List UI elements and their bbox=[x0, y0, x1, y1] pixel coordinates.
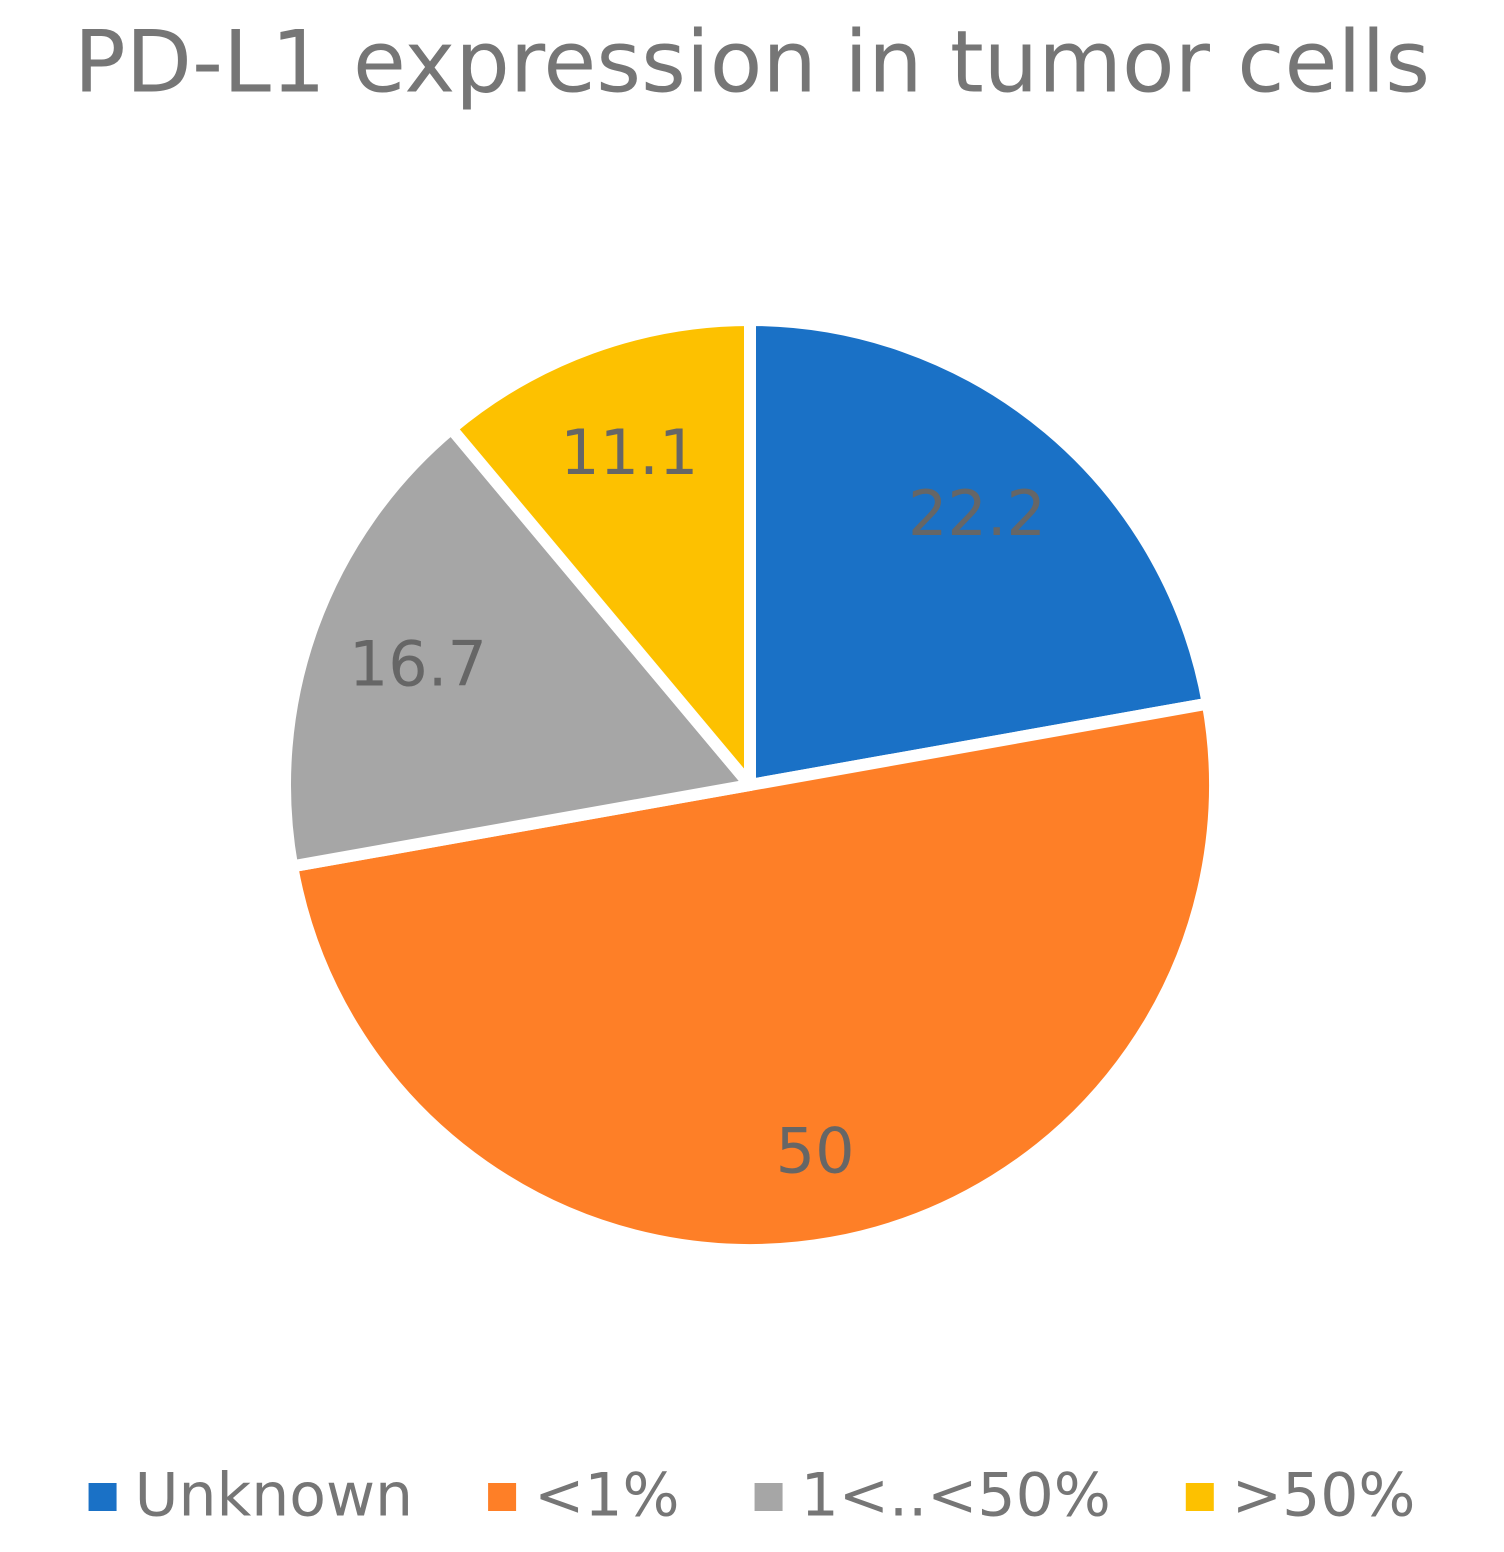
chart-title: PD-L1 expression in tumor cells bbox=[74, 12, 1430, 112]
legend-swatch bbox=[88, 1483, 117, 1511]
data-label: 11.1 bbox=[560, 416, 698, 489]
legend-swatch bbox=[1185, 1483, 1214, 1511]
pie-slice bbox=[292, 704, 1215, 1250]
pie-slice bbox=[279, 422, 756, 873]
data-label: 16.7 bbox=[349, 627, 487, 700]
legend-swatch bbox=[488, 1483, 517, 1511]
legend-label: >50% bbox=[1232, 1461, 1416, 1531]
legend-swatch bbox=[754, 1483, 783, 1511]
data-label: 22.2 bbox=[908, 477, 1046, 550]
legend-label: Unknown bbox=[135, 1461, 414, 1531]
legend-label: <1% bbox=[534, 1461, 679, 1531]
legend-label: 1<..<50% bbox=[801, 1461, 1111, 1531]
pie-slice bbox=[744, 314, 1214, 791]
pie-slice bbox=[445, 314, 756, 791]
data-label: 50 bbox=[776, 1114, 855, 1187]
